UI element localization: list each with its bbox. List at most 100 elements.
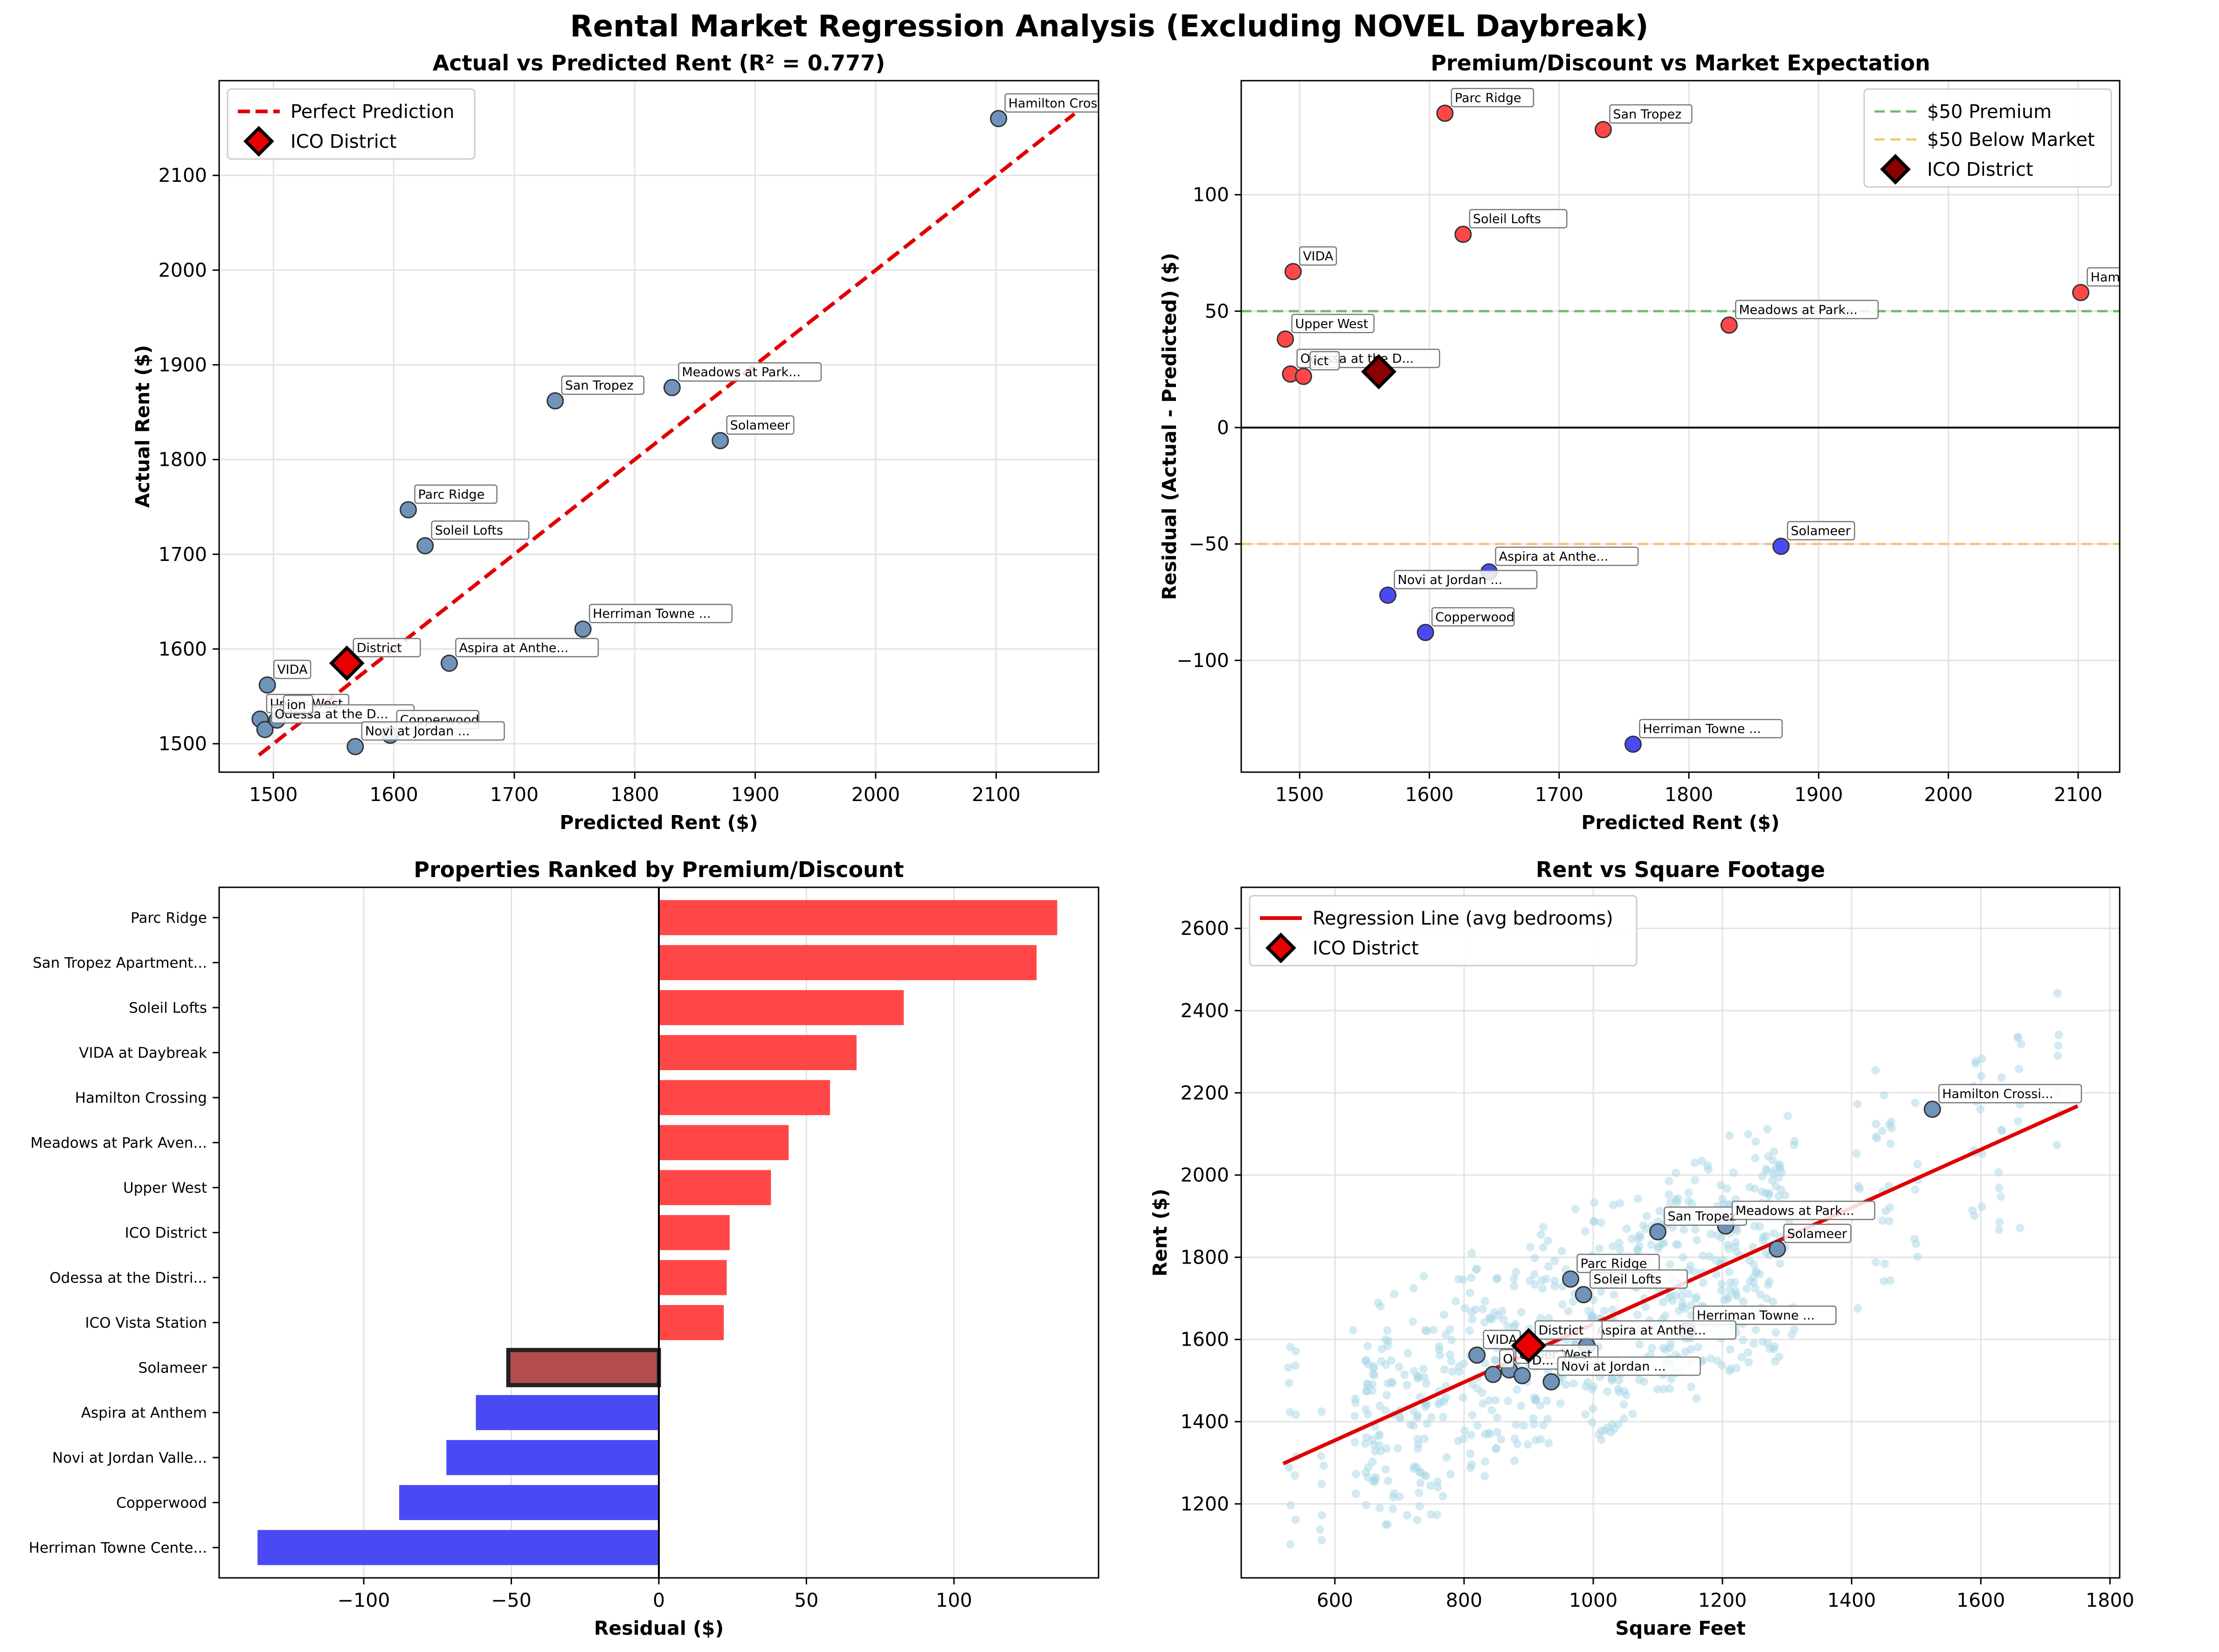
listing-point [1390,1290,1399,1299]
listing-point [1608,1305,1617,1314]
listing-point [1556,1399,1565,1408]
point-label: Soleil Lofts [1593,1272,1661,1287]
legend-diamond-swatch [1880,154,1911,185]
x-axis-label: Square Feet [1615,1617,1746,1639]
listing-point [1687,1301,1695,1310]
listing-point [1639,1377,1648,1386]
category-label: Solameer [138,1360,207,1376]
listing-point [1544,1262,1553,1271]
listing-point [1744,1130,1753,1139]
listing-point [1409,1284,1418,1293]
listing-point [1539,1223,1548,1231]
point-label: Solameer [730,418,790,433]
listing-point [1763,1125,1772,1134]
listing-point [1725,1131,1734,1140]
listing-point [1480,1472,1489,1481]
listing-point [1633,1246,1642,1255]
listing-point [1607,1374,1616,1383]
listing-point [1368,1380,1376,1389]
listing-point [1416,1392,1424,1401]
listing-point [1363,1410,1372,1419]
x-tick-label: 1800 [2086,1589,2134,1611]
listing-point [1375,1504,1384,1513]
listing-point [1769,1156,1777,1165]
x-tick-label: 1700 [490,783,539,806]
point-label: Novi at Jordan ... [365,724,470,739]
y-tick-label: −50 [1189,533,1229,555]
listing-point [1694,1343,1702,1352]
category-label: Meadows at Park Aven... [30,1135,207,1152]
residual-bar [659,900,1058,935]
listing-point [1538,1284,1547,1293]
listing-point [1319,1461,1328,1470]
background-listings [1284,989,2064,1549]
listing-point [1317,1479,1326,1488]
listing-point [1729,1168,1738,1177]
legend-label: Regression Line (avg bedrooms) [1313,908,1613,929]
x-tick-label: 1800 [1665,783,1713,806]
listing-point [1512,1420,1521,1429]
listing-point [1739,1297,1748,1306]
listing-point [1459,1435,1468,1444]
listing-point [1368,1435,1376,1444]
listing-point [1286,1540,1295,1549]
listing-point [1970,1211,1979,1220]
listing-point [1317,1407,1326,1416]
listing-point [1718,1195,1727,1203]
x-tick-label: 100 [936,1589,972,1611]
point-label-box [1469,209,1568,228]
data-point [346,738,364,755]
point-label: Aspira at Anthe... [1597,1323,1706,1338]
property-point [1923,1100,1941,1118]
property-point [1649,1223,1667,1241]
listing-point [1687,1382,1696,1391]
listing-point [1886,1203,1894,1212]
listing-point [1872,1120,1880,1128]
listing-point [1536,1435,1545,1444]
listing-point [1403,1349,1412,1358]
listing-point [1487,1406,1496,1415]
point-label: O [1503,1352,1513,1367]
point-label-box [726,415,795,435]
listing-point [1400,1370,1409,1379]
residual-point [1295,367,1313,385]
residual-point [1772,538,1790,555]
property-point [1769,1240,1786,1258]
listing-point [1491,1396,1500,1404]
point-label-box [1291,314,1375,333]
category-label: ICO District [125,1225,207,1242]
listing-point [1361,1439,1370,1448]
residual-point [1594,121,1612,138]
listing-point [1739,1336,1748,1345]
x-tick-label: 1500 [1275,783,1324,806]
legend-frame [227,88,476,160]
residual-bar [399,1485,659,1521]
listing-point [1666,1339,1675,1348]
listing-point [1539,1243,1548,1252]
point-label: Solameer [1787,1227,1847,1241]
listing-point [1878,1216,1887,1225]
point-label: Aspira at Anthe... [459,641,568,655]
listing-point [1285,1379,1293,1388]
listing-point [1704,1165,1713,1174]
listing-point [1530,1270,1539,1279]
listing-point [1557,1247,1566,1256]
listing-point [1550,1276,1559,1285]
listing-point [1590,1198,1599,1207]
listing-point [1774,1173,1783,1182]
legend-diamond-swatch [243,126,274,157]
listing-point [1659,1298,1667,1306]
data-point [440,654,458,672]
plot-area: Parc Ridge San Tropez Soleil Lofts VIDA Hami… [1241,88,2120,753]
point-label-box [588,603,733,623]
listing-point [1853,1099,1862,1108]
residual-bar [659,1080,830,1115]
listing-point [1880,1259,1889,1268]
property-point [1484,1366,1502,1383]
residual-point [1417,623,1434,641]
listing-point [1384,1476,1393,1485]
x-tick-label: 2000 [851,783,900,806]
point-label: Meadows at Park... [1735,1203,1854,1218]
listing-point [1595,1244,1604,1253]
listing-point [1491,1356,1500,1365]
